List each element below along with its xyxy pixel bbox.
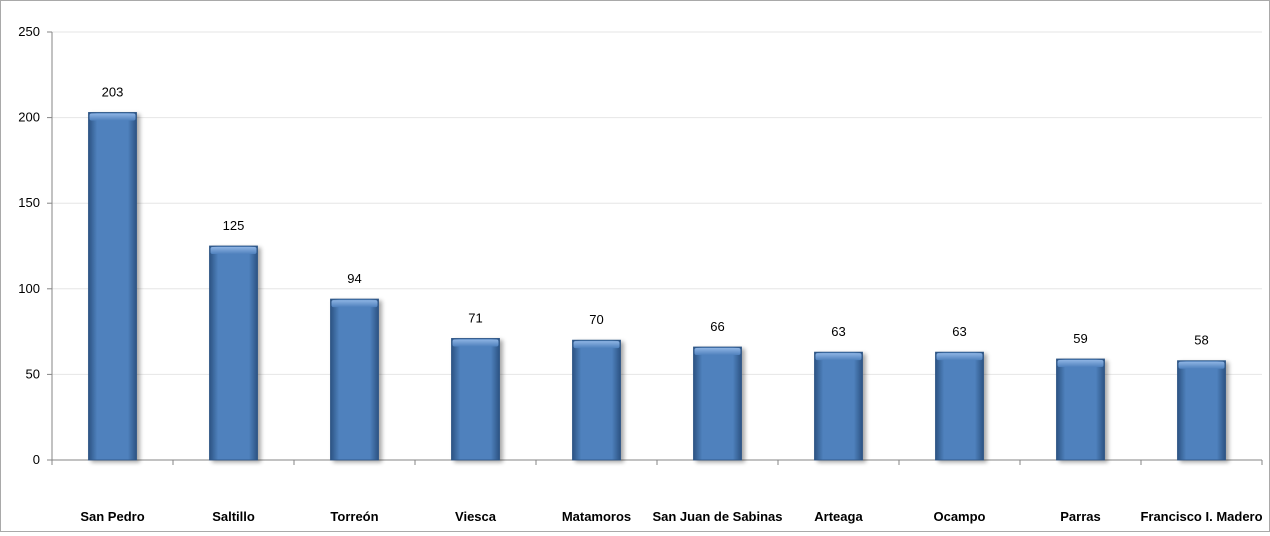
- data-label: 66: [710, 319, 724, 334]
- x-tick-label: Saltillo: [212, 509, 255, 524]
- data-label: 63: [831, 324, 845, 339]
- x-tick-label: Viesca: [455, 509, 497, 524]
- x-tick-label: Parras: [1060, 509, 1100, 524]
- bar-highlight: [89, 113, 136, 121]
- bar: [814, 351, 863, 461]
- bar-highlight: [1178, 361, 1225, 369]
- y-tick-label: 100: [18, 281, 40, 296]
- bar: [935, 351, 984, 461]
- y-tick-label: 150: [18, 195, 40, 210]
- bar-group: [935, 351, 984, 461]
- x-tick-label: Arteaga: [814, 509, 863, 524]
- data-label: 203: [102, 84, 124, 99]
- bar-highlight: [331, 300, 378, 308]
- y-tick-label: 0: [33, 452, 40, 467]
- bar-highlight: [936, 353, 983, 361]
- data-label: 58: [1194, 333, 1208, 348]
- y-tick-label: 200: [18, 110, 40, 125]
- bar: [88, 112, 137, 461]
- x-tick-label: San Pedro: [80, 509, 144, 524]
- bar: [209, 245, 258, 461]
- bar-highlight: [452, 339, 499, 347]
- bar-group: [88, 112, 137, 461]
- labels: 0 50 100 150 200 250 203 San Pedro 125 Saltillo 94…: [18, 24, 1262, 524]
- x-tick-label: Francisco I. Madero: [1140, 509, 1262, 524]
- bar-highlight: [573, 341, 620, 349]
- bar: [1056, 358, 1105, 461]
- y-tick-label: 50: [26, 366, 40, 381]
- data-label: 71: [468, 310, 482, 325]
- bar-group: [1177, 360, 1226, 461]
- bar-highlight: [210, 247, 257, 254]
- bar-group: [330, 298, 379, 461]
- data-label: 70: [589, 312, 603, 327]
- x-tick-label: Matamoros: [562, 509, 631, 524]
- bar-group: [1056, 358, 1105, 461]
- bar-group: [814, 351, 863, 461]
- bar: [1177, 360, 1226, 461]
- x-tick-label: Ocampo: [933, 509, 985, 524]
- data-label: 63: [952, 324, 966, 339]
- data-label: 59: [1073, 331, 1087, 346]
- bar: [572, 339, 621, 461]
- x-tick-label: San Juan de Sabinas: [652, 509, 782, 524]
- bar: [330, 298, 379, 461]
- y-tick-label: 250: [18, 24, 40, 39]
- data-label: 94: [347, 271, 361, 286]
- bar-highlight: [1057, 359, 1104, 367]
- bar-highlight: [694, 348, 741, 356]
- bar-group: [209, 245, 258, 461]
- bar-group: [693, 346, 742, 461]
- bar: [451, 338, 500, 461]
- data-label: 125: [223, 218, 245, 233]
- bar-highlight: [815, 353, 862, 361]
- bar: [693, 346, 742, 461]
- bar-group: [451, 338, 500, 461]
- bars: [88, 112, 1226, 461]
- bar-group: [572, 339, 621, 461]
- x-tick-label: Torreón: [330, 509, 378, 524]
